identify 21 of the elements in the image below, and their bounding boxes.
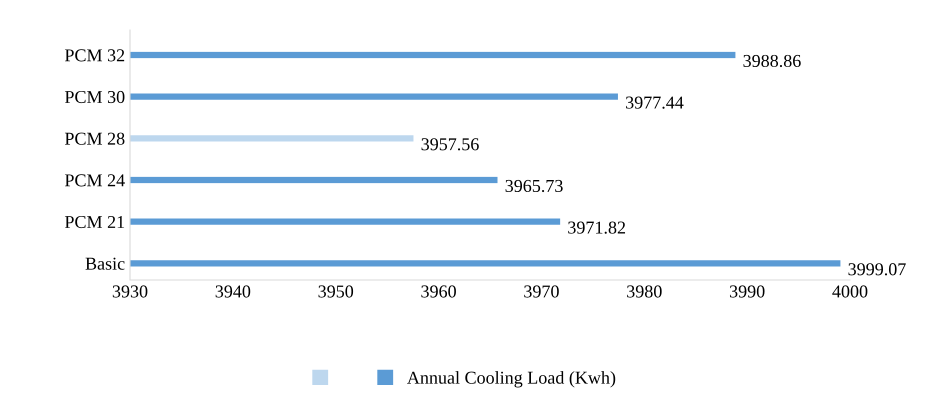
data-label: 3957.56 <box>422 138 479 150</box>
y-tick-label: PCM 21 <box>64 216 124 228</box>
x-tick-label: 3950 <box>318 285 354 298</box>
y-tick-label: PCM 32 <box>64 49 124 62</box>
y-tick-label: Basic <box>86 258 125 270</box>
legend-label: Annual Cooling Load (Kwh) <box>407 371 616 388</box>
x-tick-label: 3960 <box>421 285 456 298</box>
data-label: 3977.44 <box>626 96 684 109</box>
x-tick-label: 4000 <box>832 285 868 298</box>
data-label: 3965.73 <box>506 180 563 192</box>
x-tick-label: 3930 <box>112 285 148 298</box>
x-tick-label: 3940 <box>216 285 250 298</box>
y-tick-label: PCM 30 <box>64 90 124 104</box>
x-tick-label: 3990 <box>730 285 765 298</box>
y-tick-label: PCM 24 <box>64 174 125 186</box>
data-label: 3971.82 <box>568 222 626 234</box>
x-tick-label: 3970 <box>524 285 559 298</box>
x-tick-label: 3980 <box>627 285 662 298</box>
data-label: 3988.86 <box>743 54 801 68</box>
data-label: 3999.07 <box>848 263 906 276</box>
y-tick-label: PCM 28 <box>64 132 124 145</box>
